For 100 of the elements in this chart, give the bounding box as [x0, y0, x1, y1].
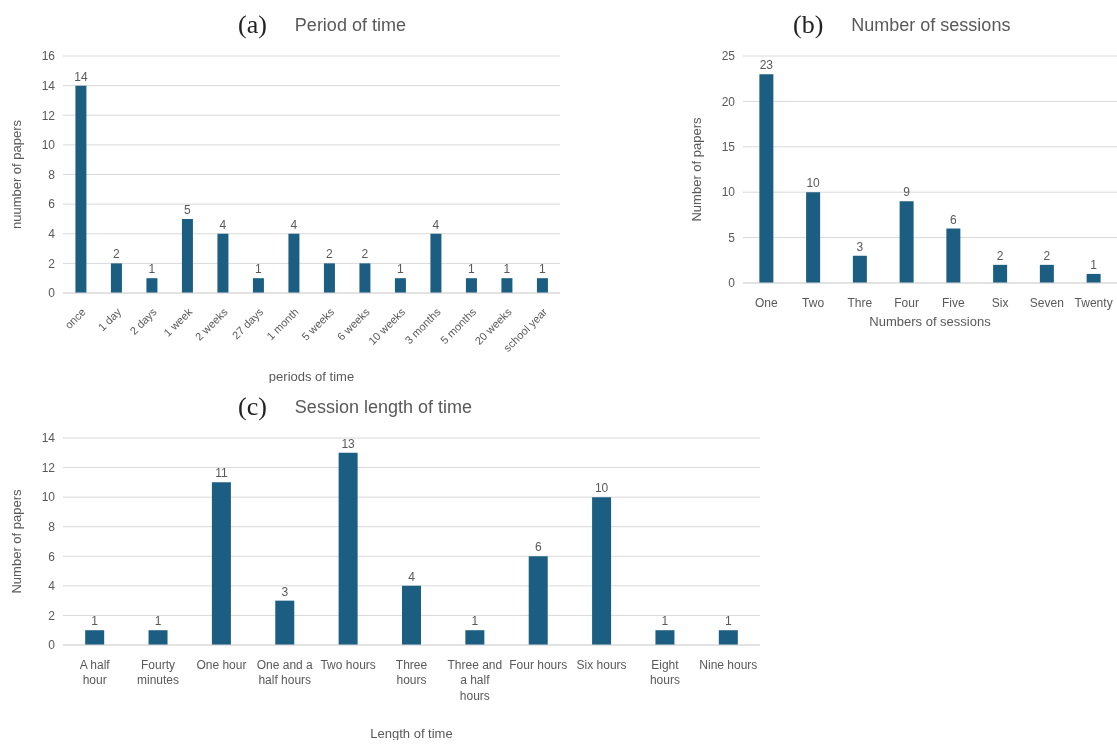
bar: [536, 278, 548, 293]
y-tick-label: 6: [48, 549, 56, 564]
bar: [110, 263, 122, 293]
data-label: 1: [468, 262, 476, 277]
x-axis-title: Numbers of sessions: [869, 314, 992, 329]
bar: [655, 630, 675, 645]
data-label: 1: [503, 262, 511, 277]
y-tick-label: 12: [41, 460, 56, 475]
x-axis-title: periods of time: [268, 369, 355, 384]
bar: [402, 585, 421, 645]
x-tick-label: Two hours: [320, 657, 376, 672]
data-label: 6: [534, 540, 542, 555]
bar: [146, 278, 158, 293]
bar: [993, 264, 1008, 283]
bar: [899, 201, 914, 283]
x-tick-label: Eight hours: [649, 657, 680, 688]
y-tick-label: 15: [721, 140, 736, 155]
data-label: 5: [184, 202, 192, 217]
data-label: 1: [154, 614, 162, 629]
y-tick-label: 0: [728, 276, 736, 291]
data-label: 13: [341, 436, 356, 451]
y-tick-label: 4: [48, 227, 56, 242]
bar: [759, 74, 774, 283]
y-tick-label: 14: [41, 431, 56, 446]
bar: [465, 278, 477, 293]
y-tick-label: 2: [48, 608, 56, 623]
bar: [275, 600, 295, 645]
data-label: 2: [996, 248, 1004, 263]
chart-title: Session length of time: [294, 396, 472, 418]
data-label: 1: [255, 262, 263, 277]
y-tick-label: 14: [41, 78, 56, 93]
data-label: 3: [856, 239, 864, 254]
y-tick-label: 10: [41, 490, 56, 505]
y-tick-label: 8: [48, 519, 56, 534]
chart-title: Number of sessions: [851, 14, 1011, 36]
x-tick-label: Four: [894, 295, 919, 310]
data-label: 11: [215, 466, 228, 481]
bar: [852, 255, 867, 283]
x-tick-label: Three hours: [395, 657, 428, 688]
x-tick-label: Four hours: [509, 657, 568, 672]
x-axis-title: Length of time: [370, 726, 453, 741]
data-label: 4: [290, 217, 298, 232]
y-tick-label: 12: [41, 108, 56, 123]
y-axis-title: nuumber of papers: [8, 119, 24, 230]
x-tick-label: Fourty minutes: [137, 657, 180, 688]
x-tick-label: Seven: [1029, 295, 1064, 310]
data-label: 10: [594, 481, 609, 496]
x-tick-label: Three and a half hours: [447, 657, 503, 703]
bar: [806, 192, 821, 283]
x-tick-label: Six: [991, 295, 1009, 310]
y-tick-label: 2: [48, 256, 56, 271]
bar: [75, 85, 87, 293]
data-label: 1: [661, 614, 669, 629]
data-label: 2: [1043, 248, 1051, 263]
y-tick-label: 25: [721, 49, 736, 64]
data-label: 4: [219, 217, 227, 232]
bar: [394, 278, 406, 293]
bar: [211, 482, 231, 645]
y-tick-label: 10: [41, 138, 56, 153]
data-label: 2: [326, 247, 334, 262]
x-tick-label: One: [755, 295, 779, 310]
data-label: 2: [361, 247, 369, 262]
data-label: 1: [724, 614, 732, 629]
bar: [338, 452, 358, 645]
x-tick-label: One hour: [196, 657, 247, 672]
x-tick-label: Five: [942, 295, 966, 310]
data-label: 4: [432, 217, 440, 232]
bar: [1039, 264, 1054, 283]
y-axis-title: Number of papers: [688, 116, 704, 222]
data-label: 9: [903, 185, 911, 200]
data-label: 3: [281, 584, 289, 599]
data-label: 1: [1090, 257, 1098, 272]
bar: [181, 218, 193, 293]
data-label: 6: [950, 212, 958, 227]
y-tick-label: 4: [48, 579, 56, 594]
data-label: 2: [113, 247, 121, 262]
x-tick-label: Six hours: [576, 657, 627, 672]
bar: [528, 556, 548, 645]
data-label: 23: [759, 58, 774, 73]
y-tick-label: 10: [721, 185, 736, 200]
bar: [85, 630, 105, 645]
bar: [217, 233, 229, 293]
bar: [323, 263, 335, 293]
data-label: 1: [91, 614, 99, 629]
y-tick-label: 5: [728, 230, 736, 245]
y-tick-label: 16: [41, 49, 56, 64]
x-tick-label: Twenty: [1074, 295, 1113, 310]
data-label: 14: [74, 69, 88, 84]
y-tick-label: 0: [48, 286, 56, 301]
y-tick-label: 20: [721, 94, 736, 109]
text: (c): [238, 392, 267, 422]
data-label: 4: [408, 569, 416, 584]
x-tick-label: Thre: [847, 295, 873, 310]
bar: [501, 278, 513, 293]
bar: [718, 630, 738, 645]
x-tick-label: Nine hours: [699, 657, 758, 672]
bar: [592, 497, 612, 645]
y-tick-label: 8: [48, 167, 56, 182]
x-tick-label: Two: [802, 295, 825, 310]
bar: [359, 263, 371, 293]
